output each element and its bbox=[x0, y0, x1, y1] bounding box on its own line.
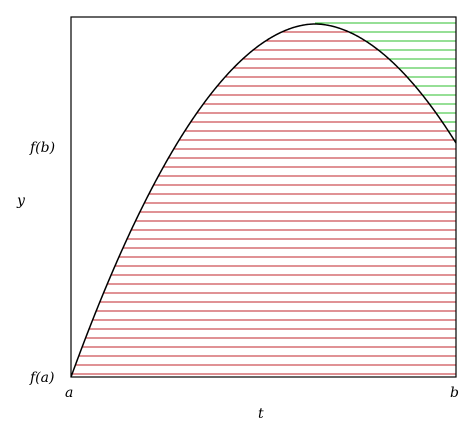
function-curve bbox=[70, 23, 457, 378]
y-axis-label: y bbox=[16, 193, 26, 209]
tick-label-fb: f(b) bbox=[29, 140, 55, 156]
plot-frame bbox=[70, 16, 457, 378]
hatch-lines bbox=[72, 22, 456, 375]
tick-label-b: b bbox=[450, 385, 459, 401]
tick-label-a: a bbox=[65, 385, 73, 401]
x-axis-label: t bbox=[258, 406, 264, 422]
tick-label-fa: f(a) bbox=[29, 370, 54, 386]
